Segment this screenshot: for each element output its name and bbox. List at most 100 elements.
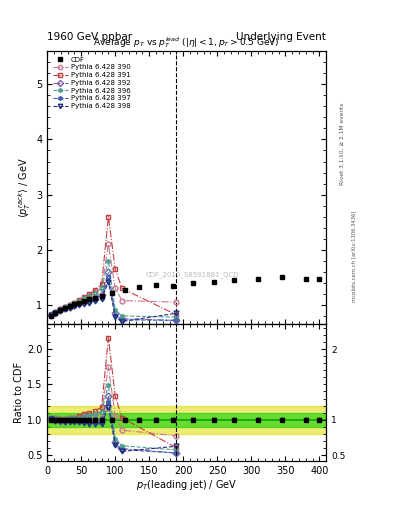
Pythia 6.428 391 <box>82 293 86 300</box>
Pythia 6.428 392 <box>174 317 179 324</box>
Pythia 6.428 398 <box>58 308 62 314</box>
Pythia 6.428 390 <box>67 302 72 308</box>
Pythia 6.428 391 <box>119 285 124 291</box>
Pythia 6.428 398 <box>113 313 118 319</box>
CDF <box>191 280 196 286</box>
Line: Pythia 6.428 391: Pythia 6.428 391 <box>48 214 179 317</box>
CDF <box>123 286 128 292</box>
Pythia 6.428 396 <box>106 258 111 264</box>
Pythia 6.428 397 <box>92 297 97 303</box>
CDF <box>67 303 72 309</box>
Y-axis label: Ratio to CDF: Ratio to CDF <box>14 362 24 423</box>
Pythia 6.428 390 <box>92 290 97 296</box>
Pythia 6.428 390 <box>99 285 104 291</box>
Pythia 6.428 392 <box>87 297 92 303</box>
Pythia 6.428 397 <box>82 300 86 306</box>
Pythia 6.428 397 <box>53 310 58 316</box>
Pythia 6.428 390 <box>119 297 124 304</box>
Y-axis label: $\langle p_{T}^{rack} \rangle$ / GeV: $\langle p_{T}^{rack} \rangle$ / GeV <box>17 157 33 218</box>
Pythia 6.428 391 <box>106 214 111 220</box>
Pythia 6.428 390 <box>58 306 62 312</box>
Pythia 6.428 398 <box>82 301 86 307</box>
Pythia 6.428 397 <box>119 317 124 323</box>
CDF <box>53 310 58 316</box>
Pythia 6.428 397 <box>48 312 53 318</box>
CDF <box>279 274 284 281</box>
CDF <box>92 295 97 301</box>
Pythia 6.428 396 <box>113 307 118 313</box>
Pythia 6.428 398 <box>67 305 72 311</box>
CDF <box>256 276 261 282</box>
Pythia 6.428 397 <box>58 307 62 313</box>
CDF <box>62 305 67 311</box>
Line: Pythia 6.428 392: Pythia 6.428 392 <box>48 269 179 323</box>
Pythia 6.428 390 <box>62 304 67 310</box>
X-axis label: $p_{T}$(leading jet) / GeV: $p_{T}$(leading jet) / GeV <box>136 478 237 493</box>
CDF <box>303 276 308 282</box>
Pythia 6.428 392 <box>99 292 104 298</box>
CDF <box>317 276 322 282</box>
Pythia 6.428 391 <box>72 300 77 306</box>
Title: Average $p_{T}$ vs $p_{T}^{lead}$ ($|\eta| < 1, p_{T} > 0.5$ GeV): Average $p_{T}$ vs $p_{T}^{lead}$ ($|\et… <box>93 35 280 50</box>
Pythia 6.428 390 <box>82 295 86 301</box>
Pythia 6.428 396 <box>92 290 97 296</box>
Pythia 6.428 392 <box>53 310 58 316</box>
Pythia 6.428 398 <box>62 306 67 312</box>
Pythia 6.428 391 <box>87 291 92 297</box>
CDF <box>72 302 77 308</box>
Pythia 6.428 398 <box>72 303 77 309</box>
Pythia 6.428 396 <box>67 302 72 308</box>
Pythia 6.428 392 <box>82 298 86 305</box>
Pythia 6.428 397 <box>87 298 92 305</box>
Line: Pythia 6.428 397: Pythia 6.428 397 <box>48 275 179 323</box>
Pythia 6.428 398 <box>92 298 97 304</box>
CDF <box>48 313 53 319</box>
CDF <box>58 307 62 313</box>
Pythia 6.428 391 <box>174 312 179 318</box>
Text: mcplots.cern.ch [arXiv:1306.3436]: mcplots.cern.ch [arXiv:1306.3436] <box>352 210 357 302</box>
CDF <box>232 277 237 283</box>
Pythia 6.428 396 <box>82 295 86 302</box>
Pythia 6.428 390 <box>72 300 77 306</box>
Line: Pythia 6.428 398: Pythia 6.428 398 <box>48 280 179 324</box>
CDF <box>87 296 92 303</box>
Pythia 6.428 396 <box>62 304 67 310</box>
Pythia 6.428 397 <box>67 304 72 310</box>
Pythia 6.428 390 <box>77 297 81 304</box>
CDF <box>211 279 216 285</box>
Pythia 6.428 391 <box>62 304 67 310</box>
Pythia 6.428 390 <box>113 285 118 291</box>
Bar <box>47 406 326 434</box>
Pythia 6.428 397 <box>77 302 81 308</box>
Line: CDF: CDF <box>48 275 322 318</box>
Pythia 6.428 391 <box>77 297 81 303</box>
CDF <box>137 284 141 290</box>
Pythia 6.428 392 <box>72 302 77 308</box>
Pythia 6.428 396 <box>58 306 62 312</box>
Line: Pythia 6.428 396: Pythia 6.428 396 <box>48 259 179 319</box>
Pythia 6.428 398 <box>48 312 53 318</box>
Pythia 6.428 396 <box>72 300 77 306</box>
Pythia 6.428 390 <box>48 312 53 318</box>
Pythia 6.428 392 <box>113 310 118 316</box>
Pythia 6.428 398 <box>87 300 92 306</box>
Legend: CDF, Pythia 6.428 390, Pythia 6.428 391, Pythia 6.428 392, Pythia 6.428 396, Pyt: CDF, Pythia 6.428 390, Pythia 6.428 391,… <box>51 55 132 111</box>
Line: Pythia 6.428 390: Pythia 6.428 390 <box>48 242 179 317</box>
Pythia 6.428 397 <box>72 303 77 309</box>
Pythia 6.428 398 <box>119 318 124 325</box>
Pythia 6.428 398 <box>77 302 81 308</box>
Pythia 6.428 398 <box>99 296 104 303</box>
Text: 1960 GeV ppbar: 1960 GeV ppbar <box>47 32 132 42</box>
Pythia 6.428 398 <box>174 310 179 316</box>
Pythia 6.428 390 <box>174 299 179 305</box>
Pythia 6.428 392 <box>77 300 81 306</box>
CDF <box>77 300 81 306</box>
Pythia 6.428 391 <box>53 309 58 315</box>
Pythia 6.428 396 <box>119 313 124 319</box>
Text: Underlying Event: Underlying Event <box>236 32 326 42</box>
Pythia 6.428 391 <box>92 287 97 293</box>
CDF <box>154 282 158 288</box>
Pythia 6.428 392 <box>106 269 111 275</box>
Pythia 6.428 391 <box>48 312 53 318</box>
Text: Rivet 3.1.10, ≥ 2.1M events: Rivet 3.1.10, ≥ 2.1M events <box>340 102 345 184</box>
